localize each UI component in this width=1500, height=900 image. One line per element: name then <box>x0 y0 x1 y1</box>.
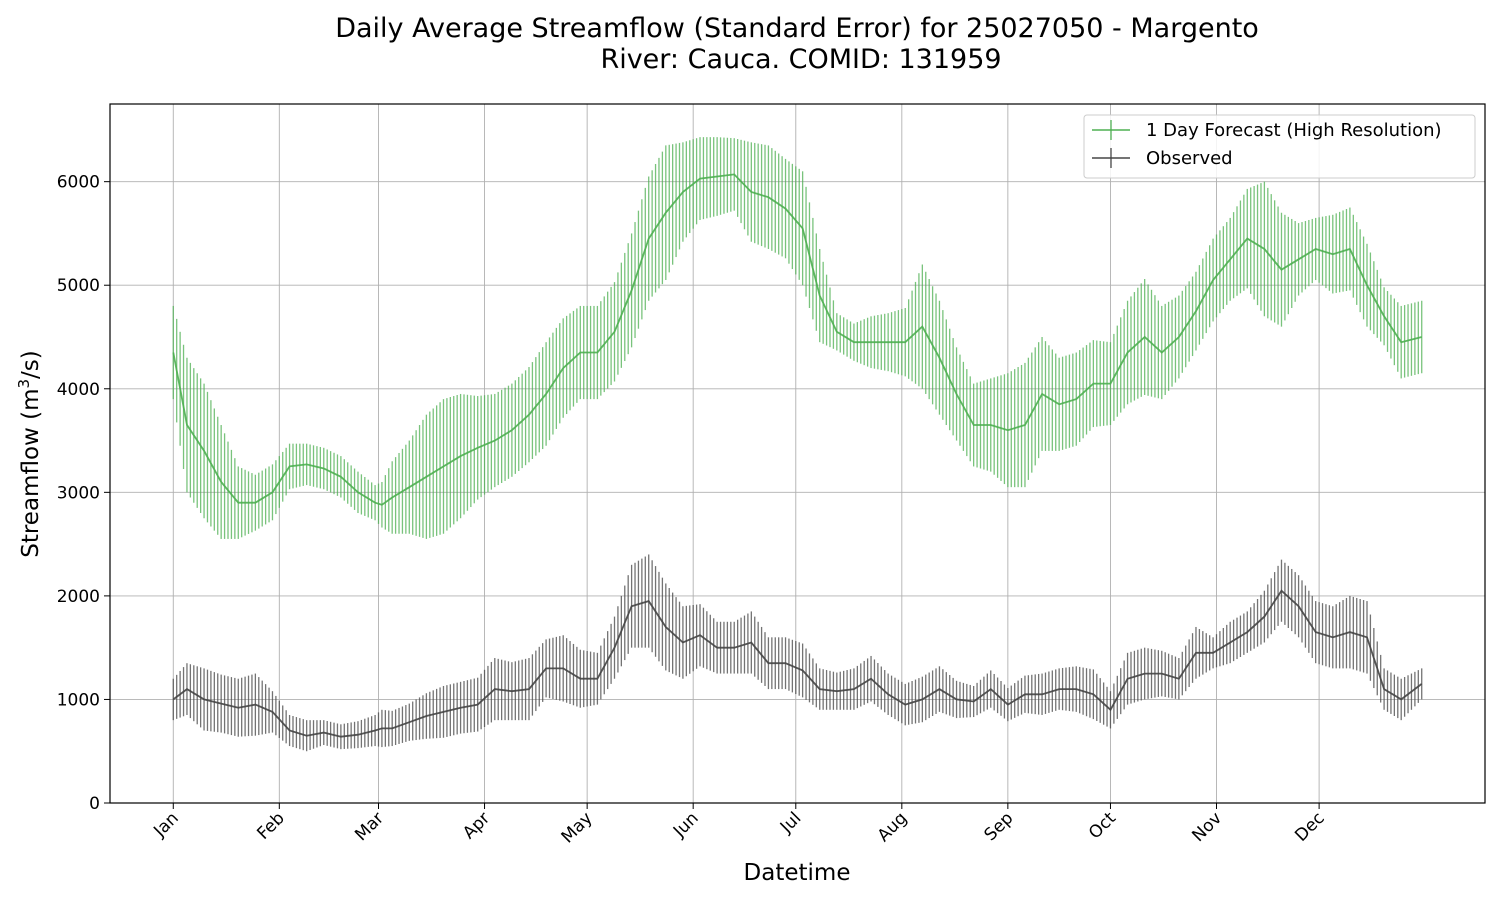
y-tick-label: 2000 <box>57 587 100 607</box>
x-tick-label: Nov <box>1188 808 1226 846</box>
x-axis-ticks: Jan Feb Mar Apr May Jun Jul Aug Sep Oct Nov Dec <box>149 803 1329 847</box>
x-tick-label: Sep <box>981 808 1018 845</box>
y-axis-label-sup: 3 <box>15 379 33 389</box>
series-forecast <box>172 137 1423 539</box>
chart-title: Daily Average Streamflow (Standard Error… <box>335 13 1259 44</box>
legend-marker-observed <box>1092 148 1130 168</box>
y-axis-label-main: Streamflow (m <box>18 388 44 557</box>
x-tick-label: Feb <box>253 808 288 843</box>
y-axis-label-suffix: /s) <box>18 350 44 379</box>
chart-subtitle: River: Cauca. COMID: 131959 <box>600 44 1001 75</box>
series-line <box>172 173 1422 506</box>
series-layer <box>172 137 1423 752</box>
x-tick-label: May <box>558 808 597 847</box>
x-tick-label: Jan <box>149 808 182 841</box>
legend-marker-forecast <box>1092 120 1130 140</box>
grid-lines <box>110 104 1485 804</box>
x-tick-label: Apr <box>459 808 494 843</box>
y-tick-label: 5000 <box>57 276 100 296</box>
y-axis-ticks: 0 1000 2000 3000 4000 5000 6000 <box>57 173 110 814</box>
y-tick-label: 4000 <box>57 380 100 400</box>
x-tick-label: Jun <box>669 808 703 842</box>
x-tick-label: Jul <box>776 808 805 837</box>
legend-label-forecast: 1 Day Forecast (High Resolution) <box>1146 120 1442 141</box>
y-tick-label: 1000 <box>57 690 100 710</box>
y-tick-label: 3000 <box>57 483 100 503</box>
plot-frame <box>109 103 1486 804</box>
x-tick-label: Mar <box>351 808 388 845</box>
legend-box <box>1083 114 1476 179</box>
x-tick-label: Oct <box>1085 808 1120 843</box>
legend: 1 Day Forecast (High Resolution) Observe… <box>1083 114 1476 179</box>
y-axis-label: Streamflow (m3/s) <box>15 350 44 558</box>
y-tick-label: 6000 <box>57 173 100 193</box>
series-observed <box>172 554 1423 752</box>
series-line <box>172 589 1423 738</box>
y-tick-label: 0 <box>89 794 100 814</box>
x-axis-label: Datetime <box>744 860 851 886</box>
x-tick-label: Aug <box>874 808 912 846</box>
x-tick-label: Dec <box>1291 808 1328 845</box>
legend-label-observed: Observed <box>1146 148 1233 169</box>
